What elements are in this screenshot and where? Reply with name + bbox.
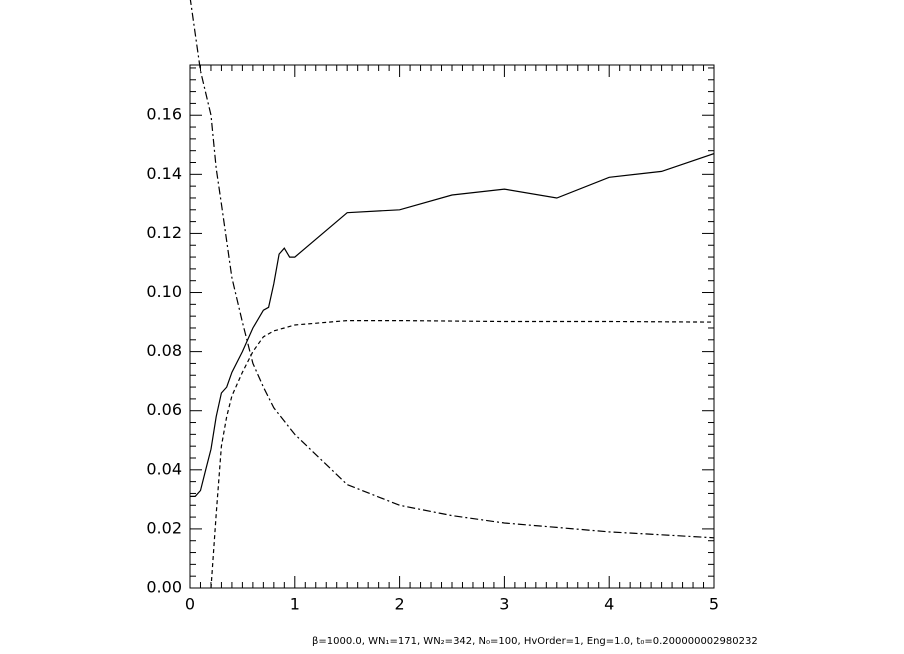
y-tick-label: 0.02 xyxy=(146,518,182,537)
x-tick-label: 0 xyxy=(185,595,195,614)
parameter-note: β=1000.0, WN₁=171, WN₂=342, N₀=100, HvOr… xyxy=(312,636,758,647)
data-line xyxy=(210,320,714,588)
x-tick-label: 3 xyxy=(499,595,509,614)
data-line xyxy=(190,153,714,497)
x-tick-label: 1 xyxy=(290,595,300,614)
y-tick-label: 0.14 xyxy=(146,164,182,183)
x-tick-label: 2 xyxy=(395,595,405,614)
y-tick-label: 0.08 xyxy=(146,341,182,360)
y-tick-label: 0.06 xyxy=(146,400,182,419)
plot-frame xyxy=(189,64,715,589)
x-tick-label: 5 xyxy=(709,595,719,614)
y-tick-label: 0.16 xyxy=(146,105,182,124)
data-line xyxy=(189,0,714,539)
y-tick-label: 0.12 xyxy=(146,223,182,242)
y-tick-label: 0.00 xyxy=(146,578,182,597)
y-tick-label: 0.10 xyxy=(146,282,182,301)
x-tick-label: 4 xyxy=(604,595,614,614)
y-tick-label: 0.04 xyxy=(146,459,182,478)
